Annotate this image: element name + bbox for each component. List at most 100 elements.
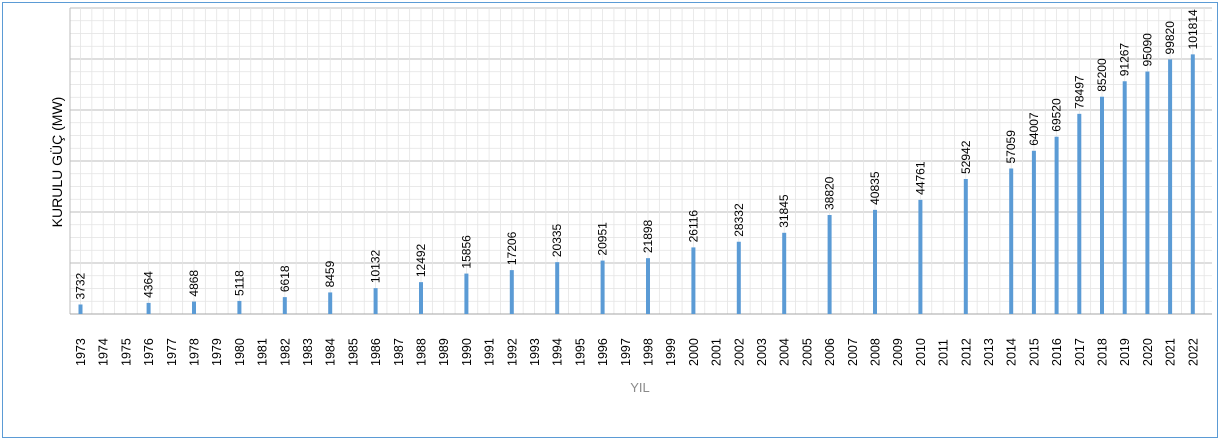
data-label-2017: 78497 xyxy=(1072,75,1086,109)
x-tick-1987: 1987 xyxy=(392,338,406,366)
data-label-2014: 57059 xyxy=(1004,130,1018,164)
x-tick-2012: 2012 xyxy=(959,338,973,366)
data-label-1984: 8459 xyxy=(323,260,337,287)
data-label-2000: 26116 xyxy=(686,210,700,243)
grid-lines xyxy=(69,7,1212,315)
bar-1998 xyxy=(646,258,650,314)
x-tick-1997: 1997 xyxy=(619,338,633,366)
bar-2018 xyxy=(1100,96,1104,315)
bar-2000 xyxy=(691,247,696,314)
bar-2021 xyxy=(1168,59,1173,314)
data-label-2016: 69520 xyxy=(1050,98,1064,132)
x-tick-1984: 1984 xyxy=(324,338,338,366)
bar-2020 xyxy=(1145,71,1150,314)
chart-frame xyxy=(2,2,1218,438)
bar-1996 xyxy=(600,260,605,314)
x-tick-2010: 2010 xyxy=(914,338,928,366)
data-label-2020: 95090 xyxy=(1140,33,1154,67)
data-label-1992: 17206 xyxy=(505,231,519,265)
x-tick-2011: 2011 xyxy=(937,339,951,366)
x-tick-2004: 2004 xyxy=(778,338,792,366)
x-tick-1977: 1977 xyxy=(165,338,179,366)
y-axis-label: KURULU GÜÇ (MW) xyxy=(48,97,65,228)
data-label-1980: 5118 xyxy=(232,270,246,296)
data-label-2018: 85200 xyxy=(1095,58,1109,92)
x-tick-1994: 1994 xyxy=(551,338,565,366)
x-tick-2000: 2000 xyxy=(687,338,701,366)
x-tick-2009: 2009 xyxy=(891,338,905,366)
x-tick-1993: 1993 xyxy=(528,338,542,366)
data-label-2008: 40835 xyxy=(868,171,882,205)
bar-1994 xyxy=(555,262,560,314)
x-tick-1982: 1982 xyxy=(278,338,292,366)
bars xyxy=(78,54,1195,315)
x-tick-1978: 1978 xyxy=(188,338,202,366)
data-label-1994: 20335 xyxy=(550,223,564,257)
x-tick-1999: 1999 xyxy=(664,338,678,366)
data-label-1998: 21898 xyxy=(641,219,655,253)
x-tick-2015: 2015 xyxy=(1027,338,1041,366)
x-tick-1973: 1973 xyxy=(74,338,88,366)
x-tick-2016: 2016 xyxy=(1050,338,1064,366)
x-tick-1975: 1975 xyxy=(119,338,133,366)
data-label-1982: 6618 xyxy=(278,265,292,292)
x-tick-2003: 2003 xyxy=(755,338,769,366)
x-tick-1992: 1992 xyxy=(505,338,519,366)
x-tick-2007: 2007 xyxy=(846,338,860,366)
x-tick-1996: 1996 xyxy=(596,338,610,366)
bar-2016 xyxy=(1054,136,1059,314)
bar-2010 xyxy=(918,199,923,314)
x-tick-2021: 2021 xyxy=(1164,338,1178,366)
x-tick-2002: 2002 xyxy=(732,338,746,366)
bar-2002 xyxy=(736,241,741,314)
bar-1973 xyxy=(78,304,83,314)
x-axis-label: YIL xyxy=(630,380,650,395)
data-label-2004: 31845 xyxy=(777,194,791,228)
data-label-1986: 10132 xyxy=(369,249,383,283)
data-label-1996: 20951 xyxy=(596,222,610,256)
x-tick-1988: 1988 xyxy=(415,338,429,366)
bar-1980 xyxy=(237,300,242,314)
x-tick-1976: 1976 xyxy=(142,338,156,366)
bar-2004 xyxy=(782,232,787,314)
bar-2017 xyxy=(1077,113,1082,315)
x-tick-2017: 2017 xyxy=(1073,338,1087,366)
x-tick-1989: 1989 xyxy=(437,338,451,366)
bar-2015 xyxy=(1031,150,1036,314)
bar-2022 xyxy=(1190,54,1195,314)
bar-2012 xyxy=(963,178,968,314)
bar-2019 xyxy=(1122,81,1127,314)
x-tick-1998: 1998 xyxy=(642,338,656,366)
bar-2006 xyxy=(827,215,832,314)
bar-1984 xyxy=(328,292,333,314)
x-tick-2022: 2022 xyxy=(1186,338,1200,366)
x-tick-2018: 2018 xyxy=(1096,338,1110,366)
bar-1992 xyxy=(509,270,514,314)
x-tick-2001: 2001 xyxy=(710,338,724,366)
data-label-2015: 64007 xyxy=(1027,112,1041,146)
data-label-2022: 101814 xyxy=(1186,9,1200,49)
bar-1982 xyxy=(282,297,287,314)
x-tick-2005: 2005 xyxy=(800,338,814,366)
data-label-2021: 99820 xyxy=(1163,21,1177,55)
x-tick-1980: 1980 xyxy=(233,338,247,366)
x-tick-1995: 1995 xyxy=(573,338,587,366)
x-tick-2020: 2020 xyxy=(1141,338,1155,366)
data-label-1976: 4364 xyxy=(142,271,156,298)
bar-2008 xyxy=(873,209,877,314)
x-tick-1991: 1991 xyxy=(483,338,497,366)
data-label-2006: 38820 xyxy=(823,176,837,210)
x-tick-1974: 1974 xyxy=(97,338,111,366)
x-tick-2019: 2019 xyxy=(1118,338,1132,366)
bar-1990 xyxy=(464,273,469,314)
x-tick-2013: 2013 xyxy=(982,338,996,366)
x-tick-labels: 1973 1974 1975 1976 1977 1978 1979 1980 1981 1982… xyxy=(74,338,1200,366)
data-label-1988: 12492 xyxy=(414,243,428,277)
x-tick-1979: 1979 xyxy=(210,338,224,366)
data-label-2012: 52942 xyxy=(959,140,973,174)
x-tick-2008: 2008 xyxy=(869,338,883,366)
x-tick-1990: 1990 xyxy=(460,338,474,366)
data-label-1990: 15856 xyxy=(459,235,473,269)
bar-1988 xyxy=(419,282,423,314)
